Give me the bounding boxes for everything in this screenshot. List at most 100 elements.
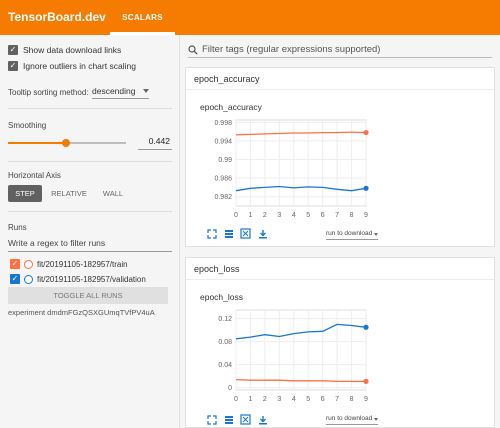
- y-tick-label: 0.998: [214, 120, 232, 127]
- top-bar: TensorBoard.dev SCALARS: [0, 0, 500, 35]
- tooltip-sorting-label: Tooltip sorting method:: [8, 88, 89, 97]
- download-icon[interactable]: [257, 414, 268, 425]
- checkbox-checked-icon[interactable]: ✓: [8, 45, 18, 55]
- axis-relative-button[interactable]: RELATIVE: [51, 189, 87, 198]
- x-tick-label: 7: [335, 212, 339, 219]
- x-tick-label: 4: [292, 212, 296, 219]
- y-tick-label: 0.99: [218, 157, 232, 164]
- tab-scalars[interactable]: SCALARS: [122, 13, 163, 22]
- y-tick-label: 0.982: [214, 194, 232, 201]
- active-tab-indicator: [110, 32, 175, 35]
- plot-area: [235, 309, 367, 391]
- chevron-down-icon: [374, 233, 378, 236]
- group-header[interactable]: epoch_loss: [186, 258, 494, 280]
- filter-tags-field[interactable]: Filter tags (regular expressions support…: [188, 44, 380, 55]
- series-line-0: [235, 131, 367, 136]
- tooltip-sorting-value: descending: [92, 86, 136, 96]
- runs-label: Runs: [8, 223, 27, 232]
- toggle-log-scale-icon[interactable]: [223, 414, 234, 425]
- x-tick-label: 5: [306, 396, 310, 403]
- x-tick-label: 3: [277, 396, 281, 403]
- smoothing-value-input[interactable]: 0.442: [138, 136, 172, 150]
- accuracy-chart[interactable]: 0 1 2 3 4 5 6 7 8 9 0.998 0.994 0.99 0.986 0.982: [196, 116, 376, 226]
- x-tick-label: 2: [263, 396, 267, 403]
- x-tick-label: 2: [263, 212, 267, 219]
- app-title[interactable]: TensorBoard.dev: [8, 10, 106, 24]
- y-tick-label: 0.04: [218, 362, 232, 369]
- divider: [8, 211, 172, 212]
- chart-toolbar: [206, 414, 268, 425]
- x-tick-label: 3: [277, 212, 281, 219]
- x-tick-label: 9: [364, 396, 368, 403]
- group-card-epoch-accuracy: epoch_accuracy epoch_accuracy 0 1 2 3 4 5 6 7 8 9…: [185, 67, 495, 247]
- chart-toolbar: [206, 228, 268, 239]
- search-icon: [188, 44, 198, 55]
- axis-wall-button[interactable]: WALL: [102, 189, 124, 198]
- chart-title: epoch_accuracy: [200, 102, 262, 112]
- y-tick-label: 0.08: [218, 339, 232, 346]
- series-line-1: [235, 185, 367, 192]
- fit-domain-icon[interactable]: [206, 228, 217, 239]
- x-tick-label: 0: [234, 396, 238, 403]
- smoothing-slider-track[interactable]: [66, 142, 126, 144]
- fit-domain-icon[interactable]: [206, 414, 217, 425]
- show-download-option[interactable]: ✓ Show data download links: [8, 45, 121, 55]
- zoom-icon[interactable]: [240, 414, 251, 425]
- runs-filter-input[interactable]: Write a regex to filter runs: [8, 238, 172, 252]
- y-tick-label: 0.12: [218, 316, 232, 323]
- horizontal-axis-label: Horizontal Axis: [8, 171, 61, 180]
- checkbox-checked-icon[interactable]: ✓: [8, 61, 18, 71]
- series-line-0: [235, 378, 366, 383]
- filter-underline: [188, 57, 492, 58]
- run-download-label: run to download: [326, 230, 373, 237]
- x-tick-label: 8: [350, 396, 354, 403]
- x-tick-label: 9: [364, 212, 368, 219]
- loss-chart[interactable]: 0 1 2 3 4 5 6 7 8 9 0.12 0.08 0.04 0: [196, 306, 376, 410]
- zoom-icon[interactable]: [240, 228, 251, 239]
- x-tick-label: 7: [335, 396, 339, 403]
- chevron-down-icon: [143, 89, 149, 93]
- divider: [8, 108, 172, 109]
- toggle-all-runs-button[interactable]: TOGGLE ALL RUNS: [8, 287, 168, 304]
- divider: [8, 161, 172, 162]
- download-icon[interactable]: [257, 228, 268, 239]
- series-last-point-1: [363, 324, 369, 330]
- run-name: fit/20191105-182957/validation: [37, 274, 146, 284]
- chevron-down-icon: [374, 418, 378, 421]
- filter-tags-placeholder: Filter tags (regular expressions support…: [202, 44, 381, 55]
- smoothing-label: Smoothing: [8, 121, 47, 130]
- tooltip-sorting-select[interactable]: descending: [92, 86, 149, 99]
- run-item-validation[interactable]: ✓ fit/20191105-182957/validation: [10, 274, 146, 284]
- chart-title: epoch_loss: [200, 292, 244, 302]
- show-download-label: Show data download links: [23, 45, 122, 55]
- x-tick-label: 4: [292, 396, 296, 403]
- x-tick-label: 5: [306, 212, 310, 219]
- x-tick-label: 8: [350, 212, 354, 219]
- x-tick-label: 0: [234, 212, 238, 219]
- run-download-select[interactable]: run to download: [326, 415, 378, 425]
- color-circle-icon[interactable]: [24, 259, 33, 269]
- y-tick-label: 0.994: [214, 138, 232, 145]
- smoothing-slider-thumb[interactable]: [62, 139, 70, 147]
- smoothing-slider-fill[interactable]: [8, 142, 66, 144]
- run-item-train[interactable]: ✓ fit/20191105-182957/train: [10, 259, 128, 269]
- run-download-label: run to download: [326, 415, 373, 422]
- experiment-id: experiment dmdmFGzQSXGUmqTVfPV4uA: [8, 308, 155, 317]
- group-header[interactable]: epoch_accuracy: [186, 68, 494, 90]
- run-download-select[interactable]: run to download: [326, 230, 378, 240]
- ignore-outliers-label: Ignore outliers in chart scaling: [23, 61, 136, 71]
- series-last-point-0: [363, 129, 369, 136]
- toggle-log-scale-icon[interactable]: [223, 228, 234, 239]
- color-circle-icon[interactable]: [24, 274, 33, 284]
- x-tick-label: 6: [321, 396, 325, 403]
- run-name: fit/20191105-182957/train: [37, 259, 128, 269]
- ignore-outliers-option[interactable]: ✓ Ignore outliers in chart scaling: [8, 61, 136, 71]
- checkbox-checked-icon[interactable]: ✓: [10, 274, 20, 284]
- y-tick-label: 0.986: [214, 176, 232, 183]
- group-card-epoch-loss: epoch_loss epoch_loss 0 1 2 3 4 5 6 7 8 9 0.12 0.08…: [185, 257, 495, 428]
- axis-step-button[interactable]: STEP: [8, 185, 42, 202]
- checkbox-checked-icon[interactable]: ✓: [10, 259, 20, 269]
- main-panel: Filter tags (regular expressions support…: [180, 35, 500, 428]
- series-last-point-1: [363, 185, 369, 191]
- x-tick-label: 1: [248, 212, 252, 219]
